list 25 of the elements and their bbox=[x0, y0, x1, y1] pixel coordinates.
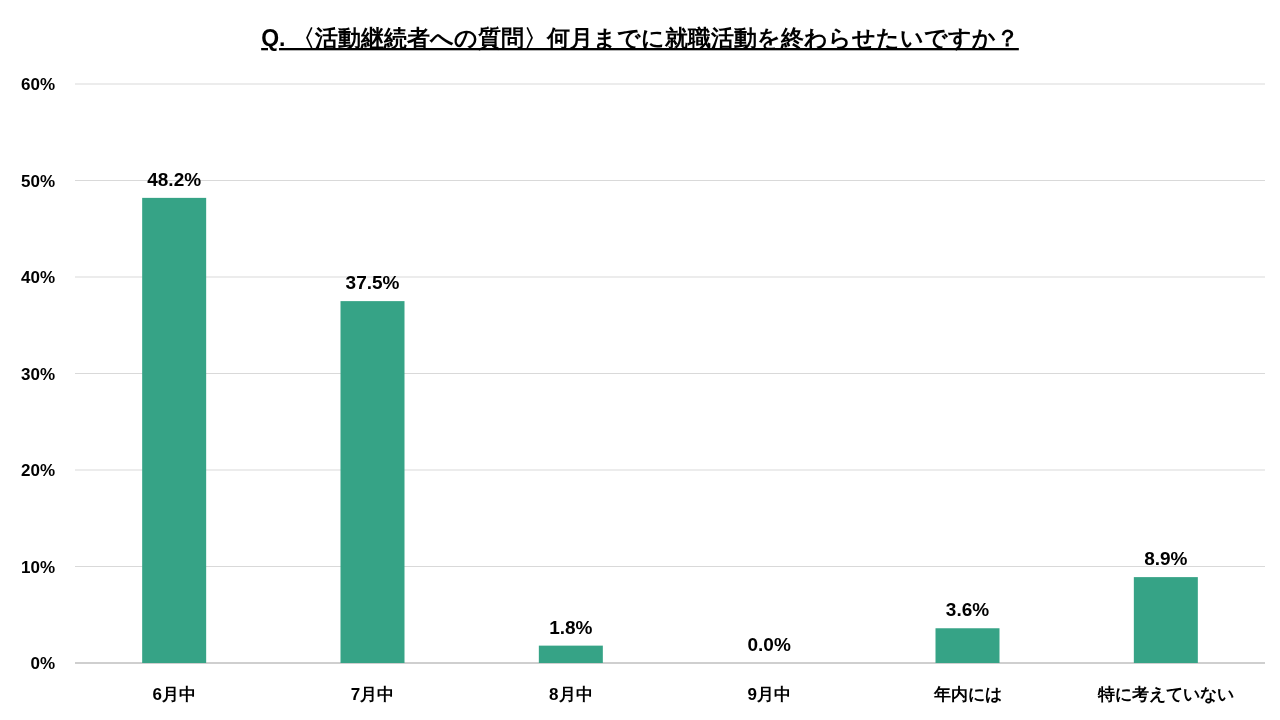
x-tick-label: 年内には bbox=[932, 685, 1002, 704]
data-label: 0.0% bbox=[747, 634, 791, 655]
y-tick-label: 40% bbox=[20, 268, 55, 287]
y-tick-label: 20% bbox=[20, 461, 55, 480]
data-label: 37.5% bbox=[345, 272, 400, 294]
data-label: 8.9% bbox=[1144, 548, 1188, 570]
bar bbox=[1133, 577, 1198, 663]
x-tick-label: 特に考えていない bbox=[1096, 685, 1234, 704]
x-tick-label: 6月中 bbox=[152, 685, 196, 704]
bar bbox=[538, 645, 603, 663]
y-tick-label: 60% bbox=[20, 75, 55, 94]
y-tick-label: 50% bbox=[20, 171, 55, 191]
y-tick-label: 10% bbox=[20, 557, 55, 577]
x-tick-label: 8月中 bbox=[549, 685, 593, 704]
x-tick-label: 9月中 bbox=[747, 685, 791, 704]
bar bbox=[340, 301, 405, 663]
y-tick-label: 30% bbox=[20, 364, 55, 384]
y-tick-label: 0% bbox=[30, 654, 55, 673]
data-label: 3.6% bbox=[945, 599, 990, 621]
data-label: 48.2% bbox=[147, 168, 202, 190]
chart-title: Q. 〈活動継続者への質問〉何月までに就職活動を終わらせたいですか？ bbox=[261, 25, 1019, 51]
data-label: 1.8% bbox=[549, 616, 593, 638]
bar bbox=[935, 628, 1000, 663]
x-tick-label: 7月中 bbox=[350, 685, 395, 704]
bar bbox=[142, 197, 207, 663]
